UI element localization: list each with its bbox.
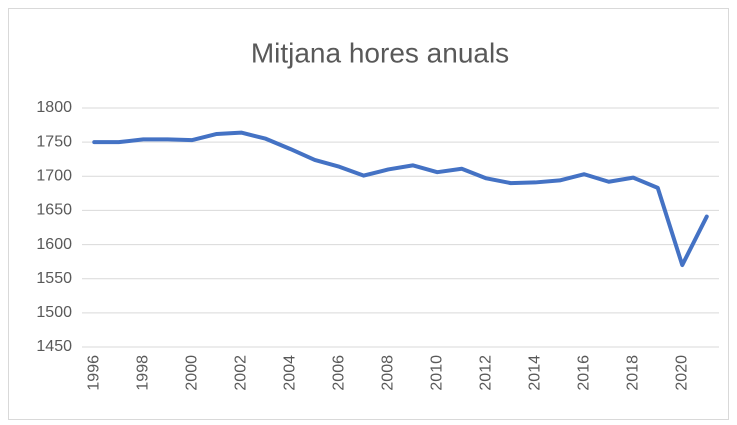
x-tick-label: 1996	[85, 355, 102, 391]
x-tick-label: 1998	[134, 355, 151, 391]
y-tick-label: 1600	[36, 236, 72, 253]
x-tick-label: 2006	[330, 355, 347, 391]
chart-title: Mitjana hores anuals	[251, 37, 509, 68]
x-tick-label: 2014	[526, 355, 543, 391]
x-tick-label: 2018	[624, 355, 641, 391]
x-tick-label: 2010	[428, 355, 445, 391]
x-tick-label: 2012	[477, 355, 494, 391]
x-tick-label: 2002	[232, 355, 249, 391]
chart-border	[8, 8, 729, 420]
x-tick-label: 2016	[575, 355, 592, 391]
y-tick-label: 1650	[36, 202, 72, 219]
y-tick-label: 1450	[36, 338, 72, 355]
y-tick-label: 1500	[36, 304, 72, 321]
x-tick-label: 2000	[183, 355, 200, 391]
line-series	[92, 130, 709, 268]
x-tick-label: 2020	[673, 355, 690, 391]
y-tick-label: 1750	[36, 133, 72, 150]
x-tick-label: 2008	[379, 355, 396, 391]
y-tick-label: 1800	[36, 99, 72, 116]
y-tick-label: 1700	[36, 168, 72, 185]
y-tick-label: 1550	[36, 270, 72, 287]
x-tick-label: 2004	[281, 355, 298, 391]
